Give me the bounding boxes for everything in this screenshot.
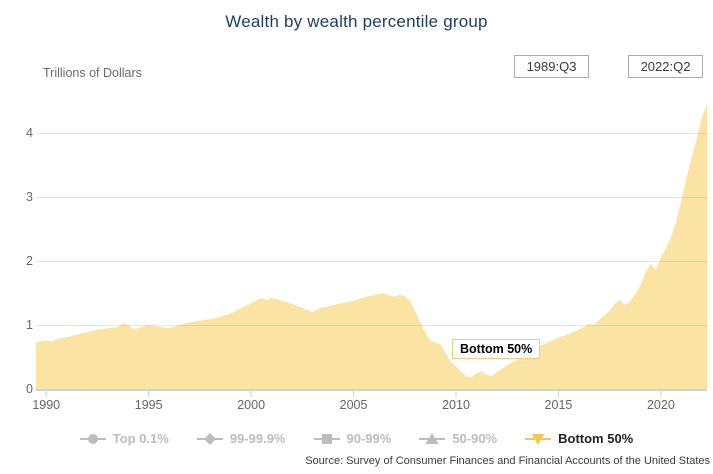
legend-item-90-99[interactable]: 90-99% [313,431,392,446]
triangle-up-marker-icon [419,432,446,444]
x-tick-label: 2015 [545,398,573,412]
y-tick-label: 3 [26,190,33,204]
x-tick-label: 1990 [32,398,60,412]
x-tick-label: 2005 [340,398,368,412]
legend-label: 90-99% [346,431,392,446]
square-marker-icon [313,433,340,444]
triangle-down-marker-icon [525,433,552,445]
x-tick-label: 2020 [647,398,675,412]
y-tick-label: 1 [26,318,33,332]
legend-label: Top 0.1% [112,431,169,446]
x-tick-label: 2000 [237,398,265,412]
period-start-box[interactable]: 1989:Q3 [514,55,589,78]
legend-item-99-99-9[interactable]: 99-99.9% [196,431,286,446]
period-end-box[interactable]: 2022:Q2 [628,55,703,78]
legend-item-top-0-1[interactable]: Top 0.1% [79,431,169,446]
legend-label: Bottom 50% [558,431,634,446]
legend-label: 50-90% [452,431,498,446]
x-tick-label: 2010 [442,398,470,412]
circle-marker-icon [79,433,106,444]
legend-label: 99-99.9% [229,431,286,446]
legend: Top 0.1% 99-99.9% 90-99% 50-90% [0,431,713,446]
legend-item-50-90[interactable]: 50-90% [419,431,497,446]
y-tick-label: 4 [26,126,33,140]
source-attribution: Source: Survey of Consumer Finances and … [305,455,710,467]
y-tick-label: 2 [26,254,33,268]
y-axis-title: Trillions of Dollars [43,66,142,80]
diamond-marker-icon [196,432,223,445]
y-tick-label: 0 [26,382,33,396]
x-tick-label: 1995 [135,398,163,412]
bottom-50-annotation: Bottom 50% [452,339,541,359]
legend-item-bottom-50[interactable]: Bottom 50% [525,431,633,446]
bottom-50-area-series[interactable] [36,104,707,389]
chart-title: Wealth by wealth percentile group [225,12,488,31]
